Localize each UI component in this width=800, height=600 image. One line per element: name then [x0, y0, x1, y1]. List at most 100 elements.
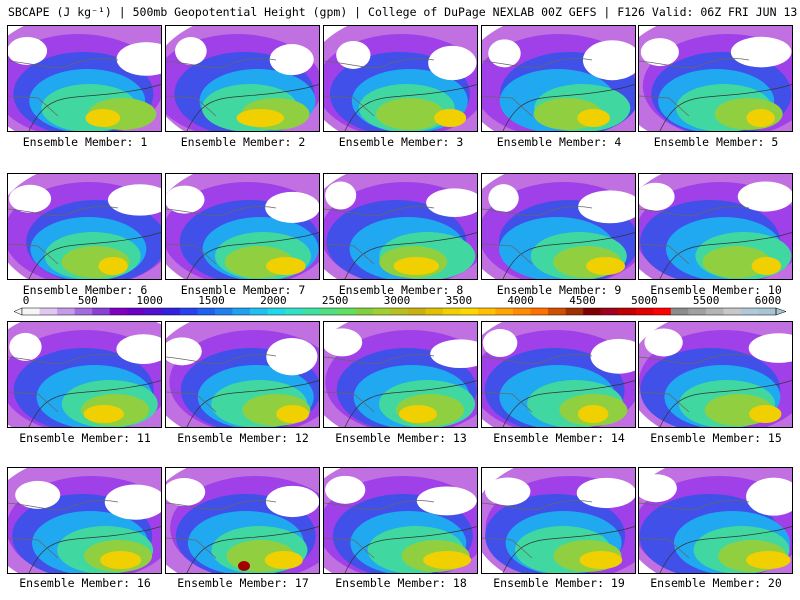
colorbar-swatch — [39, 308, 58, 315]
no-cape-area — [166, 478, 206, 507]
ensemble-panel-14 — [481, 321, 636, 428]
colorbar-swatch — [214, 308, 233, 315]
border-line — [166, 243, 217, 265]
colorbar-swatch — [565, 308, 584, 315]
colorbar-swatch — [530, 308, 549, 315]
colorbar-swatch — [92, 308, 110, 315]
border-line — [166, 391, 217, 413]
cape-field-3000 — [434, 109, 467, 127]
border-line — [639, 243, 690, 265]
cape-field-3000 — [265, 257, 306, 275]
state-border-line — [324, 500, 435, 511]
cape-field-map — [324, 174, 477, 279]
cape-field-map — [639, 174, 792, 279]
no-cape-area — [8, 36, 48, 65]
cape-field-map — [166, 468, 319, 573]
border-line — [8, 95, 59, 117]
colorbar-tick-label: 5500 — [692, 294, 720, 307]
no-cape-area — [482, 329, 518, 358]
cape-field-map — [324, 322, 477, 427]
cape-field-map — [482, 26, 635, 131]
state-border-line — [482, 206, 593, 217]
coastline-line — [659, 526, 792, 573]
border-line — [8, 537, 59, 559]
state-border-line — [8, 500, 119, 511]
panel-label: Ensemble Member: 13 — [335, 431, 467, 445]
ensemble-panel-1 — [7, 25, 162, 132]
border-line — [324, 391, 375, 413]
colorbar-swatch — [109, 308, 128, 315]
no-cape-area — [644, 328, 683, 357]
border-line — [324, 537, 375, 559]
panel-label: Ensemble Member: 6 — [22, 283, 148, 297]
ensemble-panel-17 — [165, 467, 320, 574]
cape-field-3000 — [577, 405, 609, 423]
coastline-line — [344, 84, 477, 131]
cape-field-3000 — [577, 109, 610, 127]
state-border-line — [166, 206, 277, 217]
colorbar-swatch — [162, 308, 181, 315]
colorbar-tick-label: 0 — [22, 294, 30, 307]
no-cape-area — [265, 485, 319, 518]
cape-field-map — [324, 468, 477, 573]
ensemble-panel-12 — [165, 321, 320, 428]
no-cape-area — [576, 477, 635, 509]
ensemble-panel-6 — [7, 173, 162, 280]
panel-label: Ensemble Member: 11 — [19, 431, 151, 445]
state-border-line — [166, 58, 277, 69]
colorbar-swatch — [390, 308, 409, 315]
no-cape-area — [590, 338, 635, 374]
colorbar-tick-label: 6000 — [754, 294, 782, 307]
no-cape-area — [730, 36, 792, 68]
ensemble-panel-7 — [165, 173, 320, 280]
coastline-line — [28, 232, 161, 279]
coastline-line — [502, 84, 635, 131]
cape-field-map — [166, 322, 319, 427]
cape-field-map — [8, 26, 161, 131]
cape-field-3000 — [98, 257, 128, 275]
colorbar-swatch — [407, 308, 426, 315]
colorbar-swatch — [653, 308, 672, 315]
colorbar-swatch — [495, 308, 514, 315]
colorbar-min-arrow — [13, 307, 23, 316]
cape-field-3000 — [749, 405, 782, 423]
cape-field-map — [639, 468, 792, 573]
no-cape-area — [639, 182, 675, 211]
state-border-line — [166, 500, 277, 511]
panel-label: Ensemble Member: 19 — [493, 576, 625, 590]
ensemble-panel-3 — [323, 25, 478, 132]
colorbar-swatch — [320, 308, 338, 315]
no-cape-area — [428, 45, 477, 81]
coastline-line — [28, 526, 161, 573]
cape-field-3000 — [83, 405, 125, 423]
colorbar-swatch — [758, 308, 777, 315]
no-cape-area — [107, 184, 161, 216]
coastline-line — [344, 526, 477, 573]
coastline-line — [659, 84, 792, 131]
colorbar-swatch — [232, 308, 251, 315]
colorbar-tick-label: 1000 — [136, 294, 163, 307]
border-line — [482, 95, 533, 117]
colorbar-swatch — [688, 308, 707, 315]
ensemble-panel-8 — [323, 173, 478, 280]
ensemble-panel-18 — [323, 467, 478, 574]
no-cape-area — [426, 188, 477, 217]
state-border-line — [166, 354, 277, 365]
panel-label: Ensemble Member: 17 — [177, 576, 309, 590]
cape-field-3000 — [746, 551, 791, 569]
colorbar-swatch — [600, 308, 619, 315]
border-line — [324, 243, 375, 265]
colorbar-swatch — [512, 308, 531, 315]
colorbar-swatch — [22, 308, 40, 315]
no-cape-area — [9, 184, 52, 213]
border-line — [8, 391, 59, 413]
panel-label: Ensemble Member: 7 — [180, 283, 306, 297]
colorbar-tick-label: 2500 — [321, 294, 349, 307]
ensemble-panel-2 — [165, 25, 320, 132]
no-cape-area — [488, 184, 519, 213]
colorbar-swatch — [740, 308, 759, 315]
state-border-line — [639, 354, 750, 365]
panel-label: Ensemble Member: 1 — [22, 135, 148, 149]
ensemble-panel-20 — [638, 467, 793, 574]
coastline-line — [502, 526, 635, 573]
